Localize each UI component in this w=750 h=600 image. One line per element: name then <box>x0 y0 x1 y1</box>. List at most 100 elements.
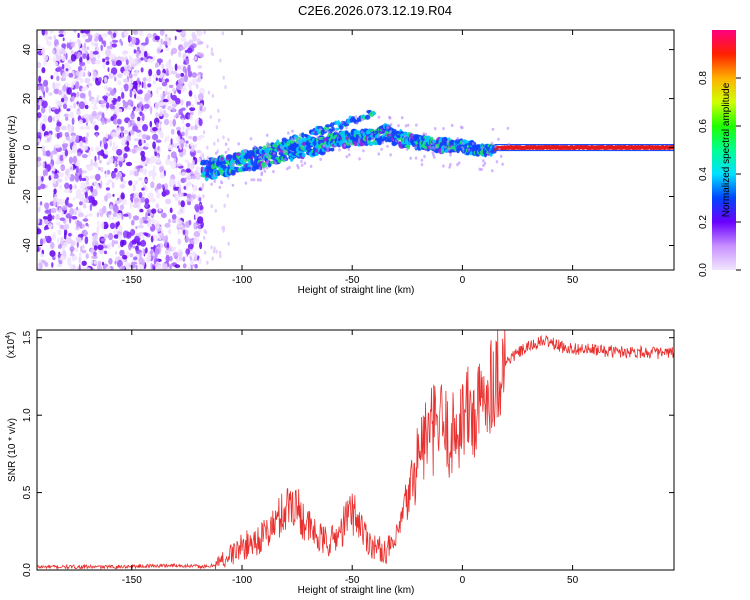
noise-speckle <box>68 72 74 78</box>
noise-speckle <box>60 166 64 171</box>
noise-speckle <box>123 213 129 217</box>
noise-speckle <box>97 220 100 226</box>
noise-speckle <box>45 150 51 157</box>
noise-speckle <box>144 143 149 148</box>
figure-title: C2E6.2026.073.12.19.R04 <box>298 3 452 18</box>
noise-speckle <box>203 235 206 240</box>
noise-speckle <box>178 172 182 176</box>
noise-speckle <box>163 183 168 191</box>
noise-speckle <box>61 125 67 131</box>
noise-speckle <box>41 123 46 132</box>
noise-speckle <box>41 218 44 227</box>
noise-speckle <box>187 266 191 270</box>
noise-speckle <box>70 92 77 98</box>
noise-speckle <box>109 103 115 110</box>
noise-speckle <box>154 35 160 41</box>
noise-speckle <box>61 43 67 48</box>
signal-halo <box>338 148 341 152</box>
signal-branch-blob <box>301 137 307 143</box>
noise-speckle <box>94 59 101 65</box>
y-tick-label: 0.0 <box>22 563 33 577</box>
noise-speckle <box>226 193 229 198</box>
signal-halo <box>265 133 269 137</box>
noise-speckle <box>172 87 176 93</box>
noise-speckle <box>177 180 181 187</box>
noise-speckle <box>134 108 139 112</box>
noise-speckle <box>215 125 219 130</box>
noise-speckle <box>171 214 177 220</box>
noise-speckle <box>184 236 190 243</box>
signal-halo <box>506 126 510 130</box>
noise-speckle <box>65 116 69 121</box>
signal-halo <box>218 185 222 189</box>
signal-branch-blob <box>357 118 362 122</box>
signal-halo <box>491 169 494 173</box>
noise-speckle <box>55 125 60 133</box>
noise-speckle <box>81 249 87 254</box>
noise-speckle <box>174 35 177 41</box>
noise-speckle <box>161 81 168 87</box>
noise-speckle <box>123 31 129 36</box>
noise-speckle <box>211 93 214 98</box>
noise-speckle <box>81 260 87 266</box>
noise-speckle <box>64 131 70 138</box>
noise-speckle <box>155 139 162 143</box>
noise-speckle <box>130 112 135 120</box>
signal-branch-blob <box>269 147 273 151</box>
noise-speckle <box>52 49 55 54</box>
noise-speckle <box>45 168 48 176</box>
noise-speckle <box>78 264 81 270</box>
noise-speckle <box>136 77 140 85</box>
noise-speckle <box>123 230 127 239</box>
signal-halo <box>300 159 303 163</box>
noise-speckle <box>133 30 137 34</box>
noise-speckle <box>121 212 124 221</box>
noise-speckle <box>100 104 106 108</box>
noise-speckle <box>218 250 222 255</box>
y-tick-label: 1.0 <box>22 408 33 422</box>
signal-halo <box>457 161 461 165</box>
noise-speckle <box>41 67 46 74</box>
noise-speckle <box>161 212 167 219</box>
noise-speckle <box>113 228 119 236</box>
noise-speckle <box>69 246 75 252</box>
signal-halo <box>381 141 385 145</box>
noise-speckle <box>83 198 90 204</box>
noise-speckle <box>92 161 98 167</box>
noise-speckle <box>118 156 125 162</box>
signal-halo <box>432 153 435 157</box>
signal-halo <box>260 171 264 175</box>
noise-speckle <box>96 46 100 51</box>
noise-speckle <box>132 80 138 86</box>
noise-speckle <box>179 46 186 50</box>
noise-speckle <box>84 104 89 110</box>
noise-speckle <box>65 237 72 244</box>
noise-speckle <box>133 197 139 205</box>
x-tick-label: 50 <box>567 275 579 286</box>
noise-speckle <box>190 194 195 201</box>
noise-speckle <box>68 233 72 237</box>
noise-speckle <box>81 177 87 182</box>
noise-speckle <box>101 261 105 266</box>
noise-speckle <box>187 135 193 140</box>
noise-speckle <box>168 180 174 188</box>
signal-halo <box>280 146 283 150</box>
noise-speckle <box>37 112 42 119</box>
noise-speckle <box>42 161 45 169</box>
noise-speckle <box>105 266 111 270</box>
noise-speckle <box>53 173 59 179</box>
signal-halo <box>212 174 216 178</box>
noise-speckle <box>222 135 225 140</box>
noise-speckle <box>159 73 163 79</box>
noise-speckle <box>74 184 77 190</box>
noise-speckle <box>133 170 139 177</box>
noise-speckle <box>171 47 178 54</box>
noise-speckle <box>188 219 192 226</box>
noise-speckle <box>90 259 94 265</box>
noise-speckle <box>42 238 46 244</box>
noise-speckle <box>167 95 170 101</box>
noise-speckle <box>132 215 140 221</box>
signal-halo <box>395 139 398 143</box>
noise-speckle <box>144 232 149 237</box>
noise-speckle <box>60 49 66 55</box>
